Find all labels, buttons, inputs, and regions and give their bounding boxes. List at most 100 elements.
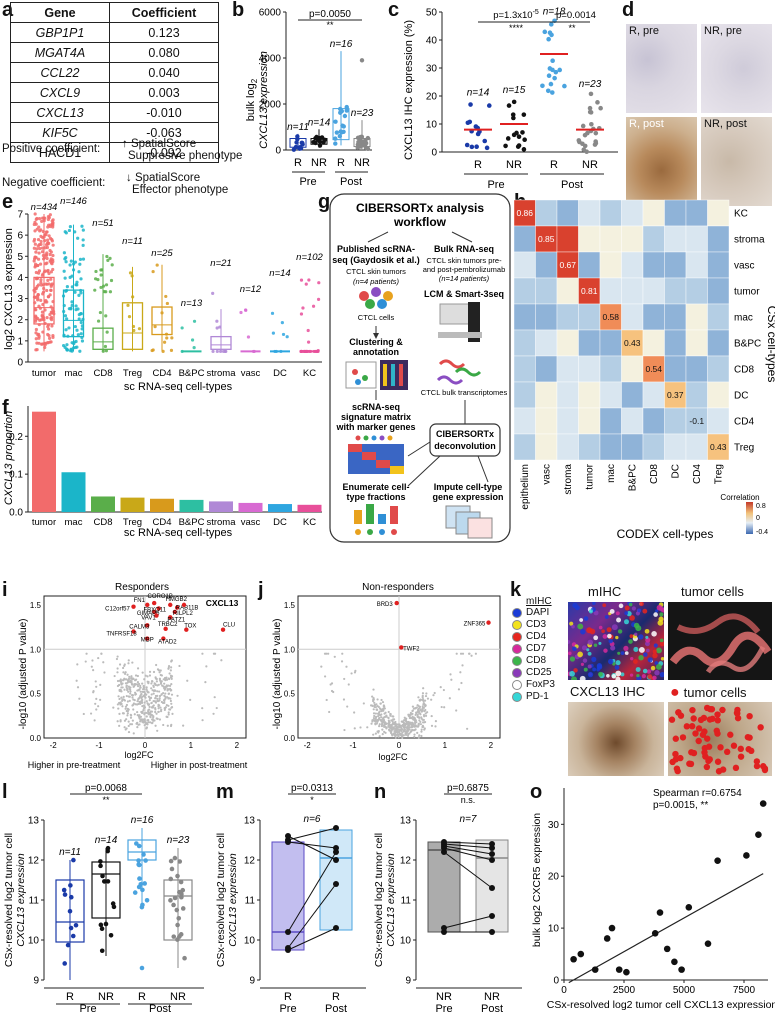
volcano-point (171, 712, 174, 716)
h-cell (556, 303, 579, 331)
f-bar (297, 504, 322, 512)
volcano-point (403, 716, 406, 719)
h-col-label: mac (606, 464, 617, 483)
volcano-point (113, 674, 116, 678)
volcano-point (182, 724, 185, 727)
k-mihc-cell (582, 658, 588, 663)
m-pair-line (287, 841, 337, 849)
volcano-point (382, 716, 385, 719)
b-point (333, 136, 338, 141)
volcano-point (150, 718, 154, 721)
volcano-sig-point (156, 606, 161, 611)
volcano-point (144, 674, 147, 677)
volcano-point (112, 706, 115, 709)
h-cell (664, 225, 687, 253)
legend-dot-icon (512, 608, 522, 618)
l-point (136, 862, 141, 867)
volcano-sig-point (145, 623, 150, 628)
e-point (39, 242, 43, 246)
volcano-sig-point (145, 602, 150, 608)
k-mihc-cell (643, 652, 648, 657)
volcano-sig-point (161, 636, 166, 641)
l-point (61, 887, 67, 893)
h-diagonal-value: 0.81 (581, 286, 598, 296)
k-mihc-cell (593, 610, 599, 616)
volcano-point (391, 715, 394, 718)
h-cell (535, 277, 558, 305)
c-point (550, 90, 555, 95)
panel-j-volcano: Non-responders -log10 (adjusted P value)… (272, 582, 501, 762)
volcano-point (132, 703, 135, 706)
e-point (35, 348, 39, 352)
gene-cell: CXCL9 (10, 82, 110, 103)
e-point (43, 246, 47, 250)
c-p2-stars: ** (568, 23, 576, 33)
e-point (44, 299, 48, 303)
h-cbar-tick-mid: 0 (756, 515, 760, 522)
g-impute1: Impute cell-type (434, 482, 503, 492)
l-point (171, 902, 176, 908)
l-ylabel-2: CXCL13 expression (15, 853, 27, 947)
e-point (45, 256, 49, 261)
volcano-point (372, 697, 375, 700)
e-point (45, 230, 49, 234)
l-point (98, 859, 103, 864)
volcano-point (142, 684, 145, 688)
panel-i-volcano: Responders -log10 (adjusted P value) 0.0… (18, 582, 248, 770)
c-point (548, 22, 554, 27)
volcano-point (423, 721, 426, 724)
volcano-point (120, 686, 123, 689)
b-point (341, 124, 346, 129)
volcano-point (100, 652, 103, 655)
e-y-tick-label: 6 (17, 231, 23, 242)
volcano-point (151, 714, 154, 717)
e-point (46, 278, 50, 282)
k-mihc-cell (603, 648, 608, 653)
e-point (38, 262, 43, 266)
c-point (506, 103, 512, 108)
e-point (49, 316, 53, 320)
k-mihc-cell (629, 673, 634, 677)
o-point (591, 966, 599, 973)
volcano-point (380, 716, 383, 719)
volcano-gene-label: GIMAP6 (137, 611, 160, 617)
e-data: n=434tumorn=146macn=51CD8n=11Tregn=25CD4… (31, 196, 324, 379)
h-cell (513, 407, 536, 435)
volcano-point (128, 695, 131, 698)
g-sig2: signature matrix (341, 412, 411, 422)
b-point (337, 134, 343, 139)
b-y-tick-label: 0 (275, 146, 281, 157)
e-point (75, 328, 79, 332)
volcano-point (125, 684, 128, 687)
l-point (140, 902, 145, 908)
volcano-point (372, 719, 375, 722)
l-point (108, 932, 114, 938)
volcano-point (141, 705, 144, 708)
k-mihc-cell (624, 611, 629, 615)
n-point (441, 925, 447, 931)
l-point (101, 879, 107, 884)
k-mihc-cell (633, 646, 639, 652)
e-point (34, 308, 38, 312)
k-mihc-cell (602, 603, 607, 608)
volcano-point (163, 682, 166, 685)
volcano-point (347, 683, 350, 686)
volcano-point (126, 687, 129, 690)
k-mihc-cell (618, 603, 624, 609)
e-category-label: B&PC (179, 368, 205, 379)
volcano-gene-label: FN1 (134, 598, 146, 604)
k-mihc-cell (660, 607, 664, 613)
volcano-point (362, 702, 365, 705)
volcano-point (391, 733, 394, 736)
volcano-point (131, 683, 134, 686)
volcano-point (158, 677, 162, 680)
l-point (98, 863, 103, 869)
f-y-tick-label: 0.0 (9, 508, 23, 519)
volcano-point (91, 659, 94, 662)
c-point (595, 100, 600, 105)
k-mihc-cell (624, 651, 629, 655)
volcano-point (145, 715, 148, 718)
volcano-point (148, 711, 152, 714)
h-cell (707, 355, 730, 383)
